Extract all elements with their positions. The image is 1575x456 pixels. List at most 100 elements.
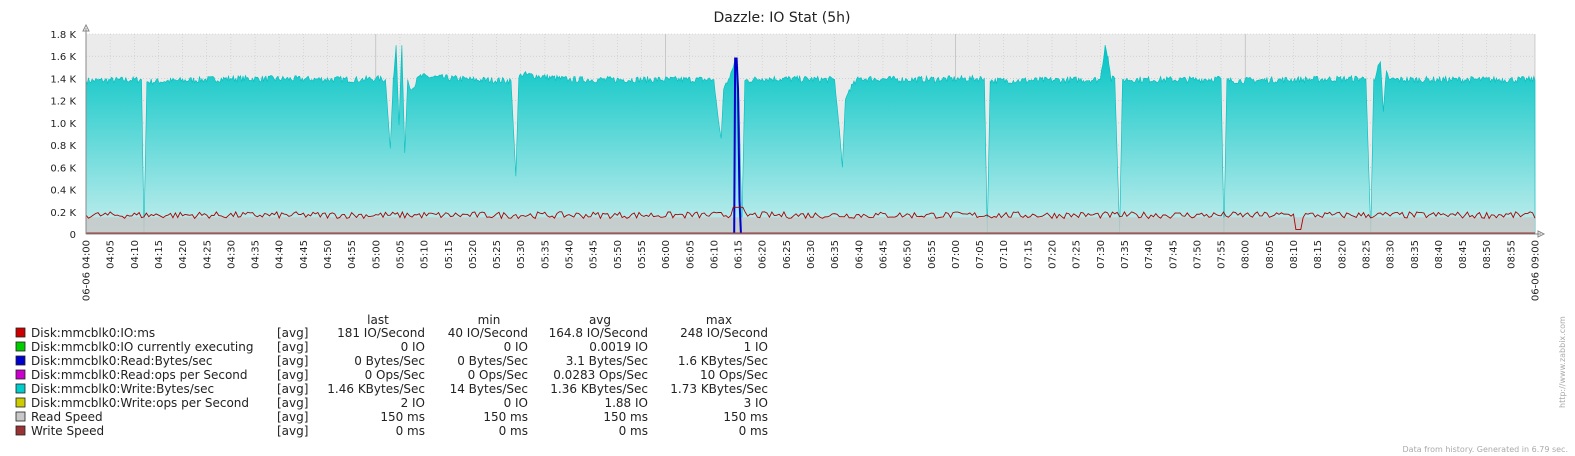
legend-last-value: 181 IO/Second [337,326,425,340]
x-tick-label: 08:10 [1289,240,1300,269]
legend-max-value: 1.73 KBytes/Sec [670,382,768,396]
legend-swatch [15,383,26,394]
x-tick-label: 07:20 [1048,240,1059,269]
x-tick-label: 08:05 [1265,240,1276,269]
chart-title: Dazzle: IO Stat (5h) [714,10,851,26]
legend-name: Disk:mmcblk0:IO:ms [31,326,155,340]
x-tick-label: 06:05 [685,240,696,269]
legend-name: Disk:mmcblk0:Write:Bytes/sec [31,382,214,396]
legend-header: max [706,313,732,327]
x-tick-label: 08:15 [1313,240,1324,269]
read-speed-area [86,217,1535,234]
x-tick-label: 06-06 09:00 [1531,240,1542,301]
legend-header: avg [589,313,611,327]
x-tick-label: 06:25 [782,240,793,269]
legend-min-value: 150 ms [483,410,528,424]
x-tick-label: 04:10 [130,240,141,269]
x-tick-label: 08:45 [1458,240,1469,269]
legend-name: Disk:mmcblk0:IO currently executing [31,340,253,354]
x-tick-label: 08:55 [1506,240,1517,269]
legend-min-value: 0 Bytes/Sec [457,354,528,368]
legend-max-value: 150 ms [723,410,768,424]
x-tick-label: 06-06 04:00 [82,240,93,301]
x-tick-label: 04:20 [178,240,189,269]
x-tick-label: 04:40 [275,240,286,269]
x-tick-label: 07:35 [1120,240,1131,269]
x-tick-label: 08:35 [1410,240,1421,269]
y-tick-label: 0 [70,230,76,241]
x-tick-label: 04:45 [299,240,310,269]
y-tick-label: 0.8 K [50,141,76,152]
legend-last-value: 0 ms [396,424,425,438]
legend-swatch [15,355,26,366]
x-tick-label: 05:45 [589,240,600,269]
legend-avg-value: 1.36 KBytes/Sec [550,382,648,396]
legend-header: min [478,313,501,327]
legend-name: Disk:mmcblk0:Read:Bytes/sec [31,354,213,368]
x-tick-label: 05:20 [468,240,479,269]
legend-avg-value: 0.0019 IO [589,340,648,354]
x-tick-label: 04:30 [226,240,237,269]
legend-min-value: 0 IO [504,340,528,354]
x-tick-label: 08:30 [1386,240,1397,269]
legend-avg-value: 3.1 Bytes/Sec [566,354,648,368]
x-tick-label: 07:40 [1144,240,1155,269]
x-tick-label: 06:35 [830,240,841,269]
legend-last-value: 2 IO [401,396,425,410]
legend-header: last [367,313,389,327]
legend-max-value: 10 Ops/Sec [700,368,768,382]
legend-func: [avg] [277,396,308,410]
legend-min-value: 0 Ops/Sec [468,368,528,382]
legend-max-value: 1.6 KBytes/Sec [678,354,768,368]
legend-swatch [15,411,26,422]
legend-last-value: 0 Bytes/Sec [354,354,425,368]
x-tick-label: 08:50 [1482,240,1493,269]
x-tick-label: 06:45 [878,240,889,269]
x-tick-label: 07:55 [1217,240,1228,269]
x-tick-label: 07:05 [975,240,986,269]
x-tick-label: 06:50 [903,240,914,269]
legend-avg-value: 0.0283 Ops/Sec [553,368,648,382]
x-tick-label: 06:30 [806,240,817,269]
legend-min-value: 40 IO/Second [448,326,528,340]
legend-swatch [15,327,26,338]
x-tick-label: 04:25 [202,240,213,269]
x-tick-label: 04:15 [154,240,165,269]
legend-func: [avg] [277,424,308,438]
write-bytes-area [85,45,1536,235]
zabbix-watermark: http://www.zabbix.com [1558,316,1567,408]
legend-swatch [15,369,26,380]
x-tick-label: 08:00 [1241,240,1252,269]
legend-name: Disk:mmcblk0:Write:ops per Second [31,396,249,410]
x-tick-label: 05:30 [516,240,527,269]
legend-name: Write Speed [31,424,104,438]
legend-name: Disk:mmcblk0:Read:ops per Second [31,368,248,382]
x-tick-label: 08:20 [1337,240,1348,269]
legend: last min avg max Disk:mmcblk0:IO:ms [avg] 181 … [15,313,768,438]
y-axis-ticks: 0 0.2 K 0.4 K 0.6 K 0.8 K 1.0 K 1.2 K 1.4 K 1.6 … [50,30,76,241]
y-tick-label: 0.6 K [50,163,76,174]
io-ms-line [85,206,1536,231]
legend-func: [avg] [277,410,308,424]
legend-func: [avg] [277,368,308,382]
x-tick-label: 06:15 [734,240,745,269]
x-tick-label: 06:40 [854,240,865,269]
legend-func: [avg] [277,382,308,396]
x-tick-label: 07:30 [1096,240,1107,269]
axes [82,23,1546,238]
x-tick-label: 04:35 [251,240,262,269]
y-tick-label: 1.6 K [50,52,76,63]
x-tick-label: 05:35 [540,240,551,269]
x-tick-label: 05:50 [613,240,624,269]
x-tick-label: 07:15 [1023,240,1034,269]
x-tick-label: 05:25 [492,240,503,269]
x-tick-label: 05:40 [565,240,576,269]
x-tick-label: 04:55 [347,240,358,269]
x-tick-label: 05:15 [444,240,455,269]
legend-func: [avg] [277,340,308,354]
x-tick-label: 05:05 [395,240,406,269]
legend-name: Read Speed [31,410,103,424]
read-bytes-line [733,57,742,235]
legend-last-value: 0 Ops/Sec [365,368,425,382]
x-axis-ticks: 06-06 04:00 04:05 04:10 04:15 04:20 04:25 04:3… [82,240,1542,301]
